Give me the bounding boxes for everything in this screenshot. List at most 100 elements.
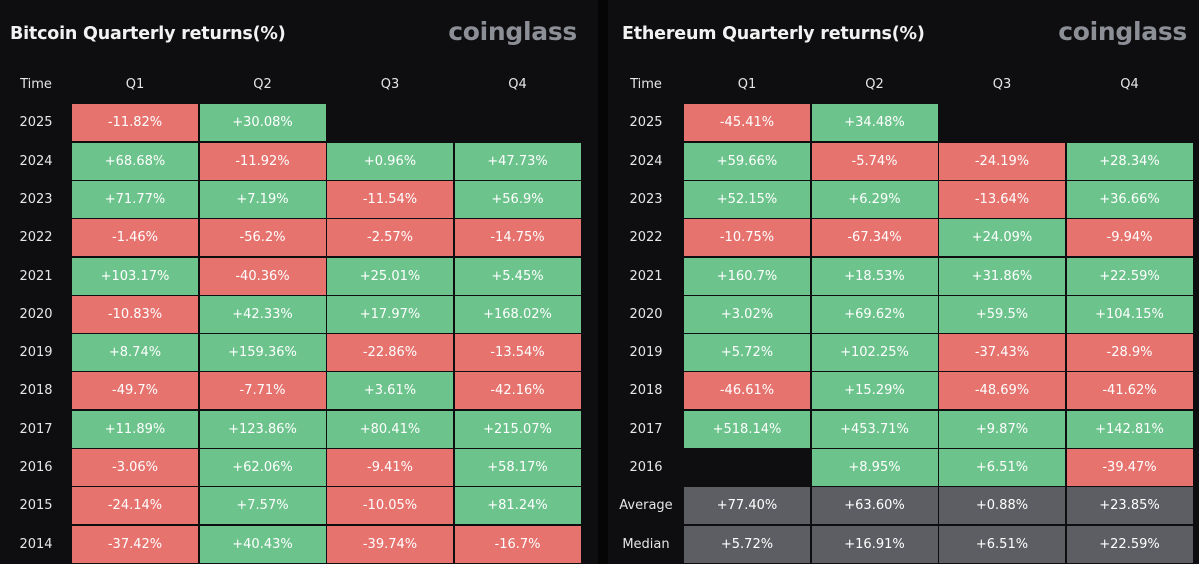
- return-cell-q4: +47.73%: [454, 142, 581, 180]
- row-label: 2025: [629, 115, 663, 131]
- return-cell-q2: +7.57%: [199, 487, 326, 525]
- return-cell-q4: +5.45%: [454, 257, 581, 295]
- panel-divider: [598, 0, 608, 564]
- return-cell-q2: +7.19%: [199, 180, 326, 218]
- return-cell-q2: +8.95%: [811, 449, 938, 486]
- row-label: 2017: [629, 421, 663, 437]
- return-cell-q3: +3.61%: [327, 372, 453, 410]
- row-label: Median: [622, 536, 670, 552]
- row-label: 2019: [19, 345, 53, 361]
- return-cell-q3: +31.86%: [939, 257, 1065, 295]
- return-cell-q4: -42.16%: [454, 372, 581, 410]
- return-cell-q3: +59.5%: [939, 295, 1065, 333]
- return-cell-q2: +159.36%: [199, 334, 326, 372]
- return-cell-q1: +103.17%: [72, 257, 198, 295]
- return-cell-q3: +6.51%: [939, 525, 1065, 563]
- return-cell-q4: +28.34%: [1066, 142, 1193, 180]
- return-cell-q1: +71.77%: [72, 180, 198, 218]
- row-label: 2021: [629, 268, 663, 284]
- row-label: 2014: [19, 536, 53, 552]
- row-label: 2025: [19, 115, 53, 131]
- row-label: 2022: [629, 230, 663, 246]
- return-cell-q3: +6.51%: [939, 449, 1065, 486]
- row-label: 2022: [19, 230, 53, 246]
- row-label: 2015: [19, 498, 53, 514]
- return-cell-q3: -10.05%: [327, 487, 453, 525]
- return-cell-q1: +3.02%: [684, 295, 810, 333]
- return-cell-q2: -11.92%: [199, 142, 326, 180]
- return-cell-q3: +0.88%: [939, 487, 1065, 525]
- return-cell-q2: +34.48%: [811, 104, 938, 142]
- return-cell-q4: +36.66%: [1066, 180, 1193, 218]
- column-header-time: Time: [20, 77, 52, 92]
- return-cell-q4: +56.9%: [454, 180, 581, 218]
- return-cell-q4: +104.15%: [1066, 295, 1193, 333]
- return-cell-q1: -45.41%: [684, 104, 810, 142]
- return-cell-q4: +215.07%: [454, 410, 581, 448]
- return-cell-q1: -49.7%: [72, 372, 198, 410]
- return-cell-q4: -39.47%: [1066, 449, 1193, 486]
- column-header-q3: Q3: [380, 77, 400, 92]
- return-cell-q1: +68.68%: [72, 142, 198, 180]
- return-cell-q4: +22.59%: [1066, 525, 1193, 563]
- return-cell-q3: -24.19%: [939, 142, 1065, 180]
- return-cell-q2: -56.2%: [199, 219, 326, 257]
- row-label: 2016: [629, 460, 663, 475]
- column-header-q2: Q2: [253, 77, 272, 92]
- return-cell-q1: -10.83%: [72, 295, 198, 333]
- return-cell-q4: +22.59%: [1066, 257, 1193, 295]
- return-cell-q2: -40.36%: [199, 257, 326, 295]
- row-label: 2021: [19, 268, 53, 284]
- return-cell-q1: +5.72%: [684, 525, 810, 563]
- ethereum-chart-title: Ethereum Quarterly returns(%): [622, 24, 925, 44]
- row-label: 2023: [629, 191, 663, 207]
- return-cell-q4: -41.62%: [1066, 372, 1193, 410]
- return-cell-q4: +81.24%: [454, 487, 581, 525]
- return-cell-q1: -46.61%: [684, 372, 810, 410]
- column-header-q3: Q3: [992, 77, 1012, 92]
- return-cell-q1: +518.14%: [684, 410, 810, 448]
- return-cell-q1: +160.7%: [684, 257, 810, 295]
- column-header-q2: Q2: [865, 77, 884, 92]
- return-cell-q3: +25.01%: [327, 257, 453, 295]
- row-label: 2024: [19, 153, 53, 169]
- return-cell-q3: -11.54%: [327, 180, 453, 218]
- row-label: 2019: [629, 345, 663, 361]
- return-cell-q2: +16.91%: [811, 525, 938, 563]
- row-label: 2023: [19, 191, 53, 207]
- return-cell-q2: -7.71%: [199, 372, 326, 410]
- column-header-q4: Q4: [1120, 77, 1139, 92]
- column-header-q1: Q1: [737, 77, 757, 92]
- return-cell-q2: +453.71%: [811, 410, 938, 448]
- return-cell-q3: -48.69%: [939, 372, 1065, 410]
- return-cell-q4: +168.02%: [454, 295, 581, 333]
- return-cell-q2: +30.08%: [199, 104, 326, 142]
- column-header-q4: Q4: [508, 77, 527, 92]
- return-cell-q1: -3.06%: [72, 449, 198, 486]
- return-cell-q3: -2.57%: [327, 219, 453, 257]
- return-cell-q2: +15.29%: [811, 372, 938, 410]
- return-cell-q1: +77.40%: [684, 487, 810, 525]
- return-cell-q2: +62.06%: [199, 449, 326, 486]
- return-cell-q4: -13.54%: [454, 334, 581, 372]
- return-cell-q3: -9.41%: [327, 449, 453, 486]
- return-cell-q3: -39.74%: [327, 525, 453, 563]
- row-label: 2024: [629, 153, 663, 169]
- return-cell-q1: -37.42%: [72, 525, 198, 563]
- return-cell-q3: +80.41%: [327, 410, 453, 448]
- row-label: 2018: [19, 383, 53, 399]
- return-cell-q4: -9.94%: [1066, 219, 1193, 257]
- return-cell-q2: +6.29%: [811, 180, 938, 218]
- row-label: 2017: [19, 421, 53, 437]
- return-cell-q1: -11.82%: [72, 104, 198, 142]
- return-cell-q1: +5.72%: [684, 334, 810, 372]
- return-cell-q3: -37.43%: [939, 334, 1065, 372]
- bitcoin-chart-title: Bitcoin Quarterly returns(%): [10, 24, 286, 44]
- return-cell-q3: +0.96%: [327, 142, 453, 180]
- return-cell-q2: +42.33%: [199, 295, 326, 333]
- coinglass-logo: coinglass: [1058, 17, 1187, 46]
- return-cell-q2: +63.60%: [811, 487, 938, 525]
- return-cell-q1: +52.15%: [684, 180, 810, 218]
- return-cell-q2: +123.86%: [199, 410, 326, 448]
- return-cell-q4: +58.17%: [454, 449, 581, 486]
